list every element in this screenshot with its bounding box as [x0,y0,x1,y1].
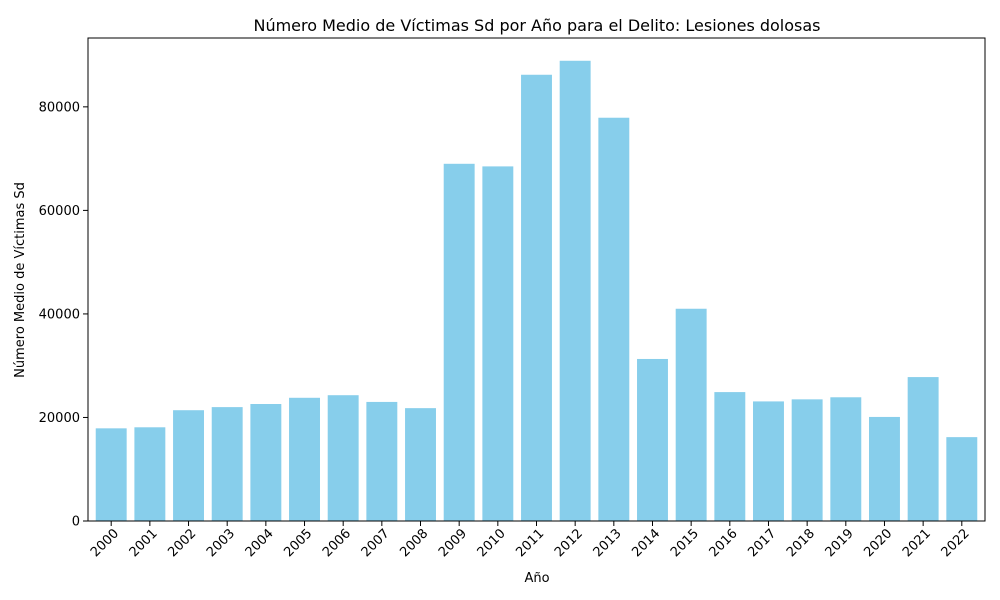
x-axis-label: Año [524,571,549,586]
y-tick-label: 60000 [39,204,80,219]
x-tick-label: 2013 [591,526,625,560]
bar-2000 [95,428,127,521]
bar-2014 [637,358,668,521]
bar-2011 [521,74,552,522]
bar-2008 [405,408,436,521]
x-tick-label: 2011 [513,526,547,560]
bar-2005 [289,397,320,521]
bar-2017 [753,401,784,521]
x-tick-label: 2002 [165,526,199,560]
x-tick-label: 2001 [127,526,161,560]
chart-title: Número Medio de Víctimas Sd por Año para… [253,16,820,35]
x-tick-label: 2009 [436,526,470,560]
x-tick-label: 2005 [281,526,315,560]
y-tick-label: 20000 [39,411,80,426]
x-tick-label: 2018 [784,526,818,560]
y-tick-label: 0 [72,515,80,530]
x-tick-label: 2006 [320,526,354,560]
bar-2020 [869,416,900,521]
y-tick-label: 80000 [39,100,80,115]
x-tick-label: 2016 [707,526,741,560]
bar-2007 [366,401,398,521]
bar-2018 [791,399,823,521]
bar-2016 [714,392,746,521]
x-axis-ticks: 2000 2001 2002 2003 2004 2005 2006 2007 2008 2009… [88,521,973,560]
x-tick-label: 2022 [939,526,973,560]
x-tick-label: 2003 [204,526,238,560]
bar-2010 [482,166,514,521]
bar-2012 [559,60,591,521]
x-tick-label: 2019 [823,526,857,560]
x-tick-label: 2015 [668,526,702,560]
bars-group [95,60,978,522]
bar-2001 [134,427,166,521]
bar-2021 [907,377,939,521]
x-tick-label: 2000 [88,526,122,560]
y-axis-label: Número Medio de Víctimas Sd [13,182,28,378]
bar-2006 [327,395,359,521]
bar-2009 [443,163,475,521]
x-tick-label: 2021 [900,526,934,560]
bar-2002 [173,410,204,521]
x-tick-label: 2010 [475,526,509,560]
x-tick-label: 2012 [552,526,586,560]
bar-2003 [211,407,243,521]
x-tick-label: 2014 [629,526,663,560]
y-tick-label: 40000 [39,307,80,322]
bar-2013 [598,117,630,521]
x-tick-label: 2004 [243,526,277,560]
x-tick-label: 2020 [861,526,895,560]
bar-2022 [946,437,978,521]
plot-frame [87,37,986,522]
x-tick-label: 2007 [359,526,393,560]
x-tick-label: 2017 [745,526,779,560]
bar-2015 [675,308,707,521]
y-axis-ticks: 0 20000 40000 60000 80000 [39,100,88,530]
x-tick-label: 2008 [397,526,431,560]
bar-2019 [830,397,862,521]
bar-2004 [250,404,282,521]
